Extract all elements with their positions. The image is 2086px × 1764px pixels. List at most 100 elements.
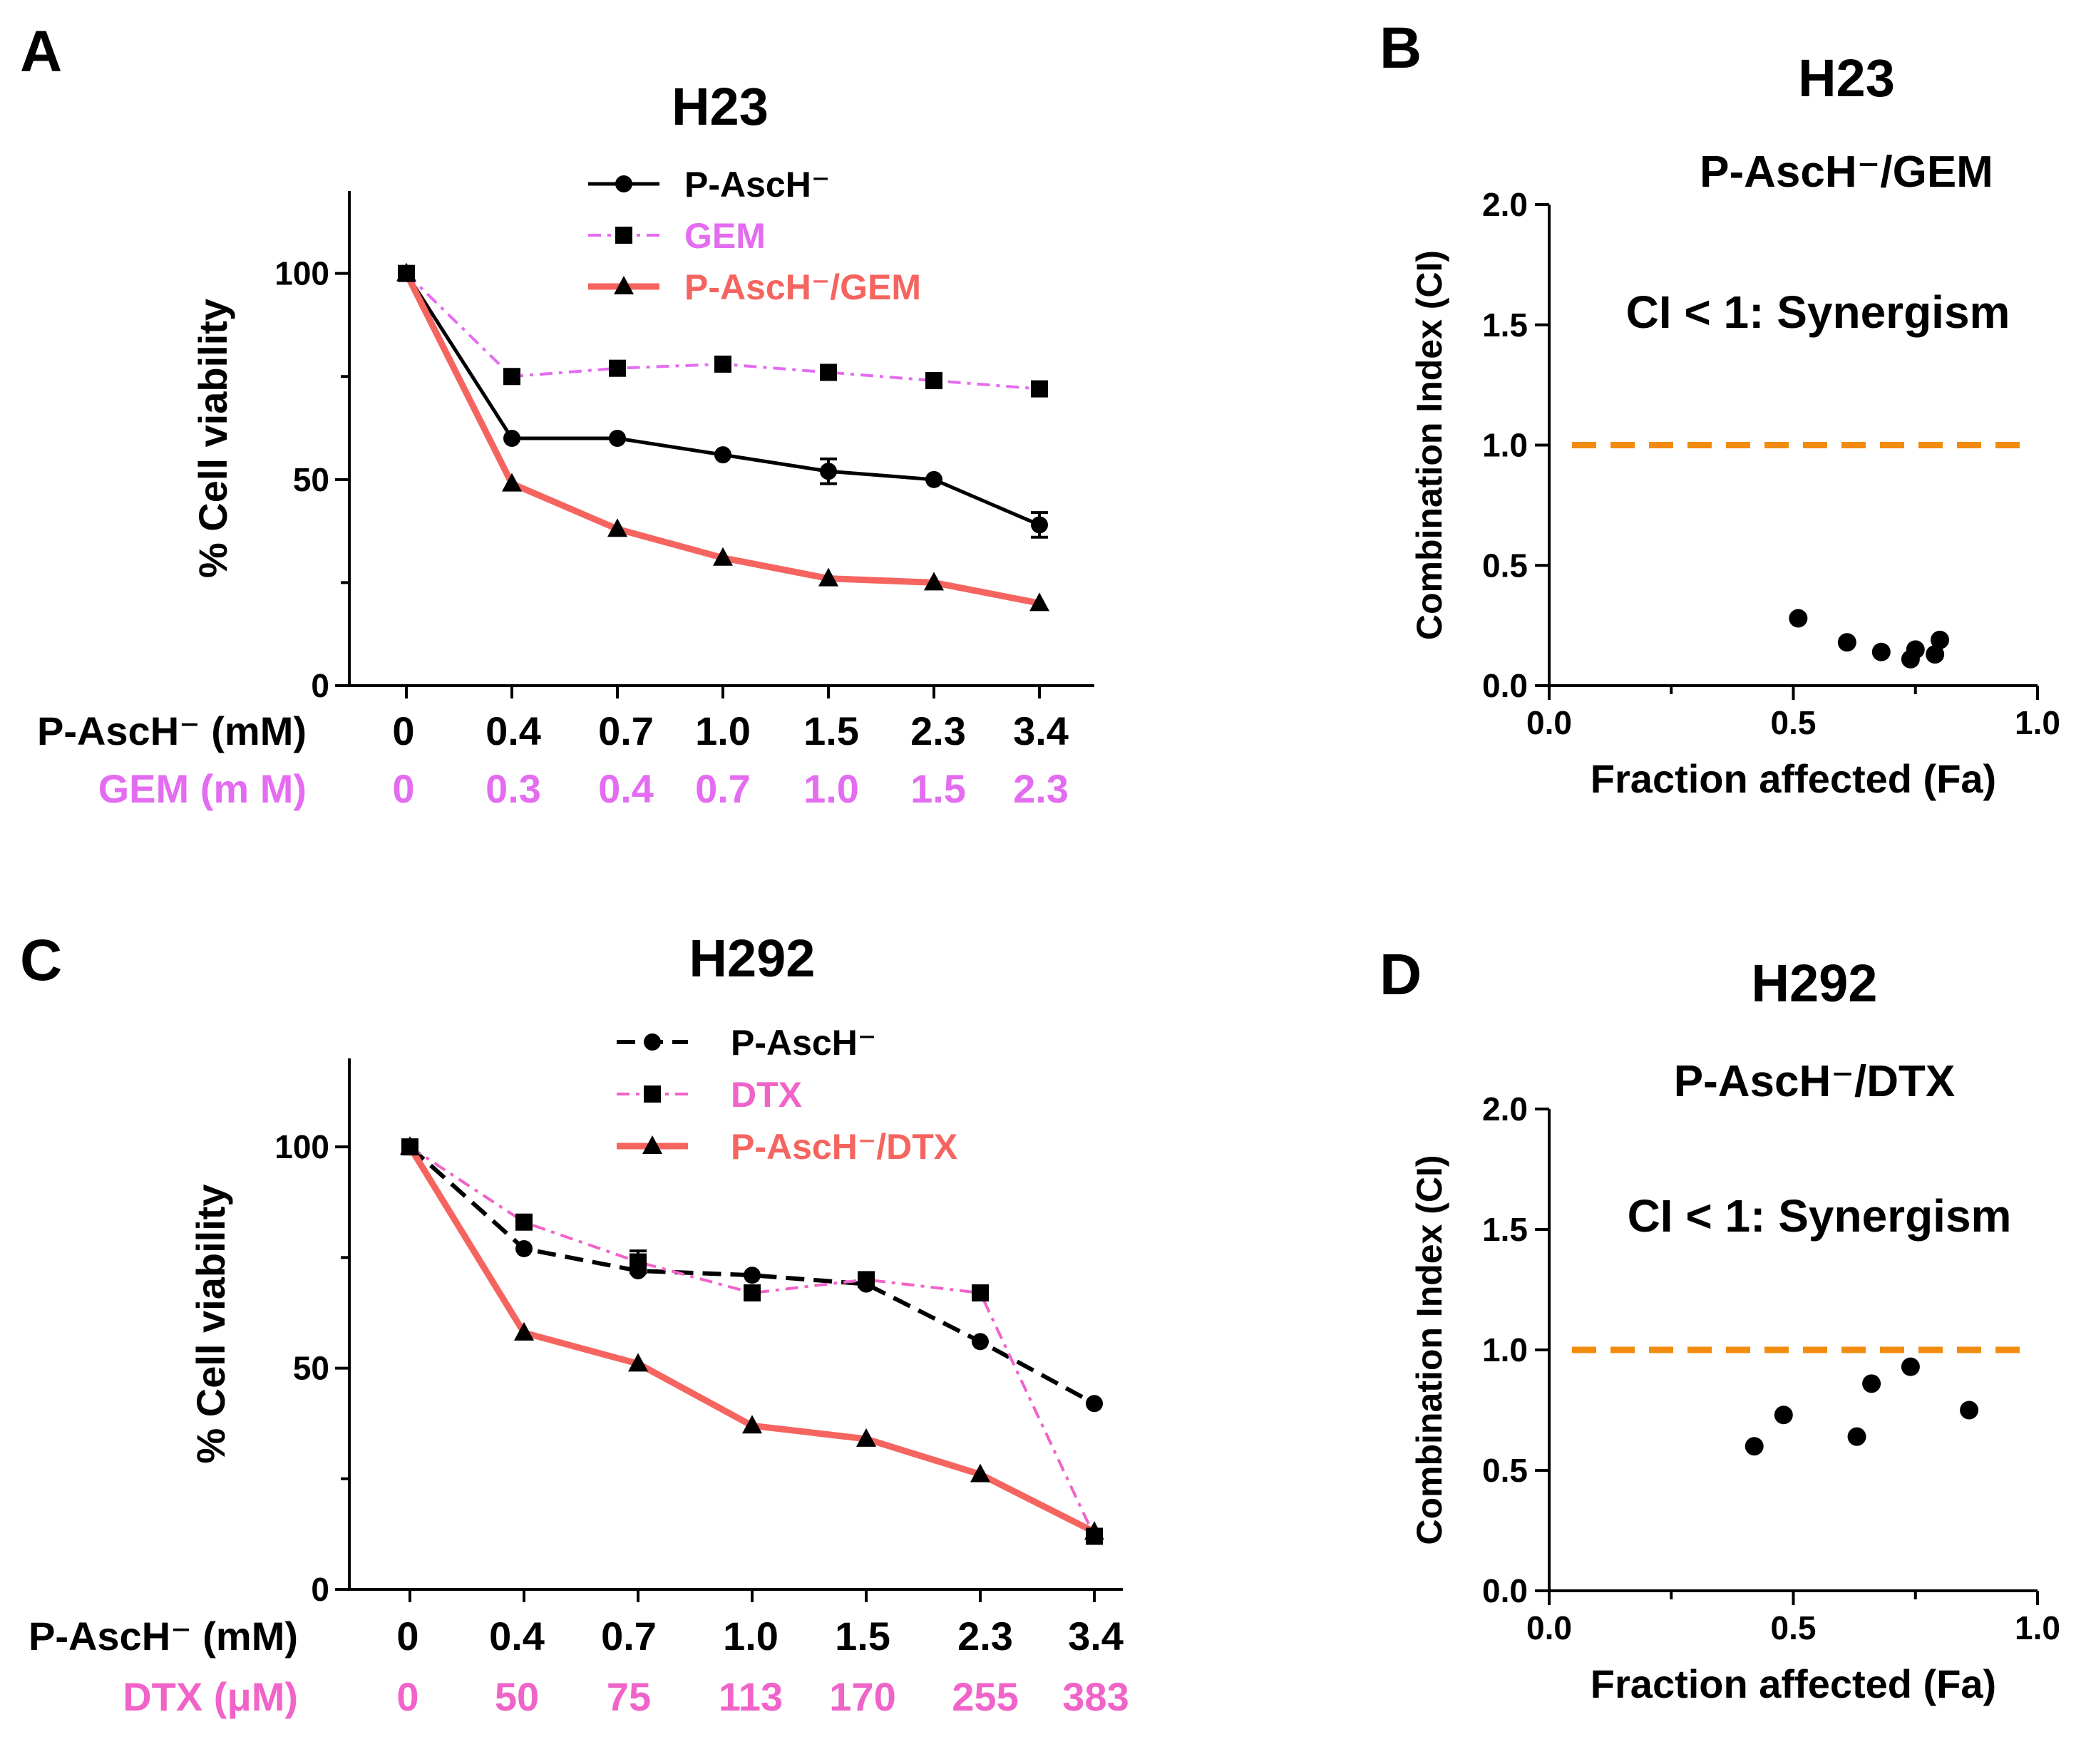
panel-c-dose-value: 1.5: [835, 1614, 890, 1659]
panel-a-series-2-point: [714, 355, 731, 373]
panel-a-dose-value: 0.7: [598, 708, 654, 753]
panel-a-series-1-point: [609, 430, 626, 447]
panel-d-x-tick-label: 0.0: [1526, 1609, 1572, 1646]
panel-c-y-label: % Cell viability: [188, 1184, 233, 1463]
panel-a-legend-marker: [614, 276, 634, 294]
panel-c-series-2-point: [630, 1253, 647, 1271]
panel-b-y-tick-label: 0.0: [1482, 667, 1528, 704]
panel-b-y-tick-label: 2.0: [1482, 186, 1528, 223]
panel-d-ci-point: [1862, 1374, 1881, 1393]
panel-a-series-3-point: [924, 572, 944, 591]
panel-c-series-1-point: [972, 1333, 989, 1351]
panel-d-x-label: Fraction affected (Fa): [1591, 1661, 1996, 1706]
panel-b-y-tick-label: 1.5: [1482, 306, 1528, 344]
panel-c-series-2-point: [858, 1271, 875, 1289]
panel-d-x-tick-label: 0.5: [1771, 1609, 1817, 1646]
panel-c-dose-value: 170: [829, 1674, 895, 1719]
panel-b-y-tick-label: 1.0: [1482, 427, 1528, 464]
panel-a-series-1-point: [503, 430, 520, 447]
panel-a-series-2-point: [820, 363, 837, 381]
panel-c-title: H292: [689, 929, 816, 988]
panel-c-series-1-point: [744, 1267, 761, 1284]
panel-a-series-1-line: [404, 272, 1040, 527]
panel-a-legend-marker: [615, 175, 632, 192]
panel-c-y-tick-label: 0: [311, 1571, 329, 1608]
panel-a-dose-value: 0.7: [695, 766, 751, 811]
panel-c-legend-label: P-AscH⁻: [731, 1023, 876, 1063]
panel-a-series-1-point: [820, 463, 837, 480]
panel-c-y-tick-label: 50: [293, 1350, 329, 1387]
panel-a-series-2-point: [503, 368, 520, 386]
panel-c-dose-value: 383: [1062, 1674, 1129, 1719]
panel-a-dose-value: 2.3: [910, 708, 966, 753]
panel-c-dose-value: 0.4: [489, 1614, 545, 1659]
panel-a-dose-value: 0.4: [485, 708, 541, 753]
panel-a-dose-value: 0.4: [598, 766, 654, 811]
panel-b-subtitle: P-AscH⁻/GEM: [1700, 148, 1993, 197]
panel-d-ci-point: [1847, 1427, 1866, 1446]
panel-a-series-1-point: [925, 470, 942, 488]
panel-a-dose-row-label: GEM (m M): [98, 766, 307, 811]
panel-c-dose-value: 113: [719, 1674, 783, 1719]
panel-a-dose-value: 0: [392, 766, 414, 811]
panel-a-dose-value: 3.4: [1013, 708, 1069, 753]
panel-c-series-3-point: [970, 1463, 990, 1482]
panel-a-series-3-point: [713, 547, 733, 566]
panel-c-dose-value: 0: [396, 1674, 418, 1719]
panel-a-dose-value: 0.3: [485, 766, 541, 811]
panel-a-dose-value: 1.5: [803, 708, 859, 753]
panel-d-y-tick-label: 0.0: [1482, 1572, 1528, 1609]
panel-c-legend-marker: [644, 1033, 661, 1051]
panel-d-y-tick-label: 1.5: [1482, 1211, 1528, 1248]
panel-a-legend-label: GEM: [684, 216, 766, 256]
panel-c-series-2-point: [972, 1284, 989, 1302]
panel-c-legend-label: DTX: [731, 1075, 802, 1115]
panel-a-dose-value: 1.0: [695, 708, 751, 753]
panel-c-legend-marker: [642, 1135, 662, 1154]
panel-a-y-tick-label: 100: [274, 255, 329, 292]
panel-a-series-2-point: [1031, 380, 1048, 398]
panel-a-series-3-point: [607, 518, 627, 537]
panel-a-letter: A: [20, 19, 62, 84]
panel-c-dose-value: 0.7: [601, 1614, 657, 1659]
panel-a-series-1-point: [714, 446, 731, 464]
panel-b-ci-point: [1926, 645, 1945, 664]
panel-a-dose-value: 1.0: [803, 766, 859, 811]
panel-a-series-3-point: [1029, 592, 1049, 612]
panel-c-series-1-point: [1086, 1395, 1103, 1413]
panel-d-y-tick-label: 1.0: [1482, 1331, 1528, 1368]
panel-a-dose-value: 0: [392, 708, 414, 753]
panel-a-dose-row-label: P-AscH⁻ (mM): [37, 708, 307, 753]
panel-a-series-3-point: [502, 473, 522, 492]
panel-c-dose-row-label: DTX (μM): [123, 1674, 298, 1719]
panel-c-legend-marker: [644, 1085, 661, 1103]
panel-b-x-tick-label: 1.0: [2015, 704, 2060, 741]
panel-d-subtitle: P-AscH⁻/DTX: [1674, 1057, 1955, 1106]
panel-a-legend-marker: [615, 227, 632, 244]
panel-c-dose-value: 2.3: [957, 1614, 1013, 1659]
panel-a-dose-value: 1.5: [910, 766, 966, 811]
panel-b-y-tick-label: 0.5: [1482, 547, 1528, 584]
panel-b-x-label: Fraction affected (Fa): [1591, 756, 1996, 801]
panel-c-y-tick-label: 100: [274, 1128, 329, 1165]
panel-c-letter: C: [20, 928, 62, 993]
panel-a-y-label: % Cell viability: [190, 299, 235, 578]
panel-b-y-label: Combination Index (CI): [1409, 250, 1449, 640]
panel-d-y-tick-label: 2.0: [1482, 1090, 1528, 1128]
panel-a-dose-value: 2.3: [1013, 766, 1069, 811]
panel-d-ci-point: [1901, 1357, 1920, 1376]
panel-c-series-2-point: [744, 1284, 761, 1302]
panel-d-title: H292: [1752, 954, 1878, 1013]
panel-c-series-1-point: [515, 1239, 533, 1257]
panel-b-annotation: CI < 1: Synergism: [1626, 287, 2010, 338]
panel-c-series-3-point: [628, 1353, 648, 1372]
panel-a-y-tick-label: 0: [311, 667, 329, 704]
panel-a-legend-label: P-AscH⁻: [684, 165, 830, 205]
panel-c-series-3-point: [856, 1428, 876, 1447]
panel-d-ci-point: [1960, 1401, 1979, 1420]
panel-c-legend-label: P-AscH⁻/DTX: [731, 1127, 957, 1167]
panel-b-ci-point: [1906, 640, 1925, 659]
panel-d-x-tick-label: 1.0: [2015, 1609, 2060, 1646]
panel-a-series-2-point: [925, 372, 942, 390]
